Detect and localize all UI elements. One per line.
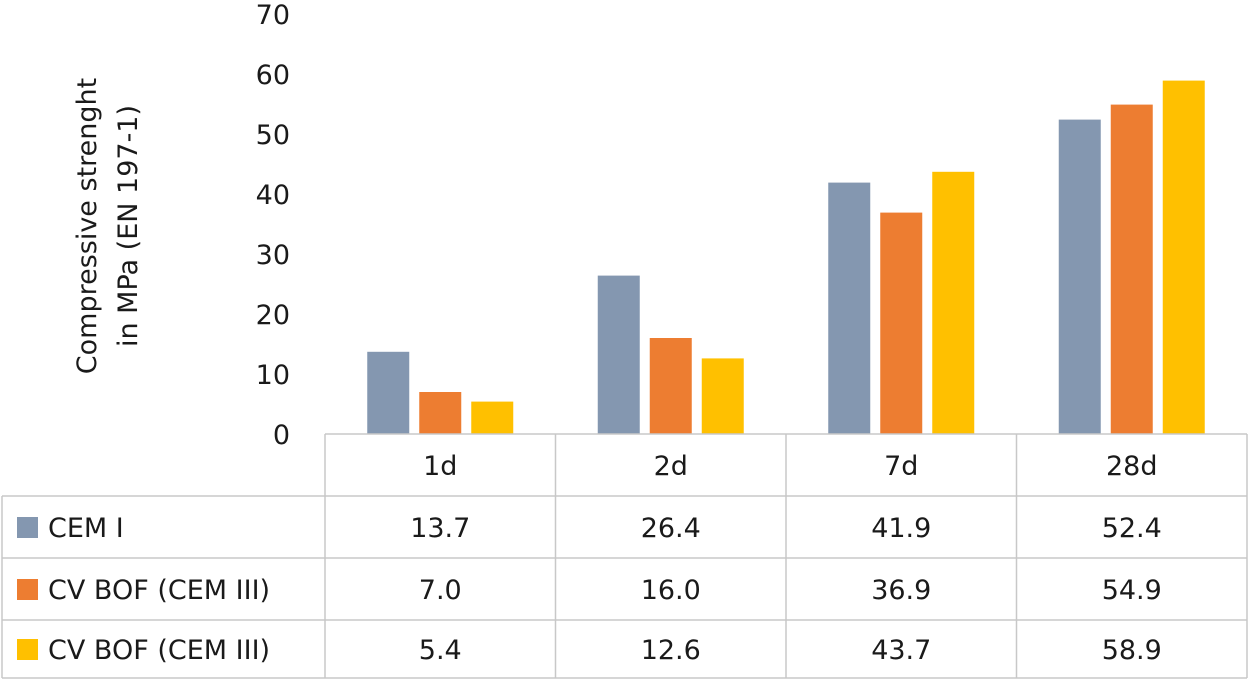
data-table-value: 58.9 <box>1102 635 1162 666</box>
legend-swatch <box>17 639 38 660</box>
bar <box>701 358 744 434</box>
legend-label: CV BOF (CEM III) <box>48 635 270 666</box>
legend-swatch <box>17 517 38 538</box>
legend-label: CV BOF (CEM III) <box>48 575 270 606</box>
y-tick-label: 30 <box>256 240 290 271</box>
data-table-value: 13.7 <box>410 513 470 544</box>
data-table-value: 54.9 <box>1102 575 1162 606</box>
data-table-value: 26.4 <box>641 513 701 544</box>
data-table-value: 52.4 <box>1102 513 1162 544</box>
data-table-value: 16.0 <box>641 575 701 606</box>
category-label: 2d <box>654 451 688 482</box>
bar <box>1058 119 1101 434</box>
bar <box>932 171 975 435</box>
legend-swatch <box>17 579 38 600</box>
data-table-value: 12.6 <box>641 635 701 666</box>
bar <box>471 401 514 434</box>
data-table-value: 43.7 <box>871 635 931 666</box>
y-axis-label-line: in MPa (EN 197-1) <box>113 105 144 347</box>
data-table-value: 41.9 <box>871 513 931 544</box>
bar <box>649 338 692 434</box>
data-table-value: 5.4 <box>419 635 462 666</box>
bar <box>367 351 410 434</box>
bar <box>419 392 462 434</box>
bar <box>828 182 871 434</box>
y-tick-label: 10 <box>256 360 290 391</box>
bar <box>1162 80 1205 434</box>
category-label: 7d <box>884 451 918 482</box>
y-tick-label: 70 <box>256 0 290 31</box>
bar <box>880 212 923 434</box>
y-axis-label-line: Compressive strenght <box>72 78 103 374</box>
y-tick-label: 50 <box>256 120 290 151</box>
data-table: 1d 2d 7d 28d CEM I 13.7 26.4 41.9 52.4 CV BOF (CE… <box>17 451 1162 666</box>
y-tick-label: 60 <box>256 60 290 91</box>
legend-label: CEM I <box>48 513 124 544</box>
bar <box>597 275 640 434</box>
data-table-grid <box>1 433 1248 679</box>
data-table-value: 36.9 <box>871 575 931 606</box>
y-tick-label: 0 <box>273 420 290 451</box>
y-axis-ticks: 0 10 20 30 40 50 60 70 <box>256 0 290 451</box>
bars <box>367 80 1205 435</box>
data-table-value: 7.0 <box>419 575 462 606</box>
category-label: 28d <box>1106 451 1158 482</box>
category-label: 1d <box>423 451 457 482</box>
y-tick-label: 40 <box>256 180 290 211</box>
y-axis-label: Compressive strenght in MPa (EN 197-1) <box>72 78 144 374</box>
bar <box>1110 104 1153 434</box>
y-tick-label: 20 <box>256 300 290 331</box>
